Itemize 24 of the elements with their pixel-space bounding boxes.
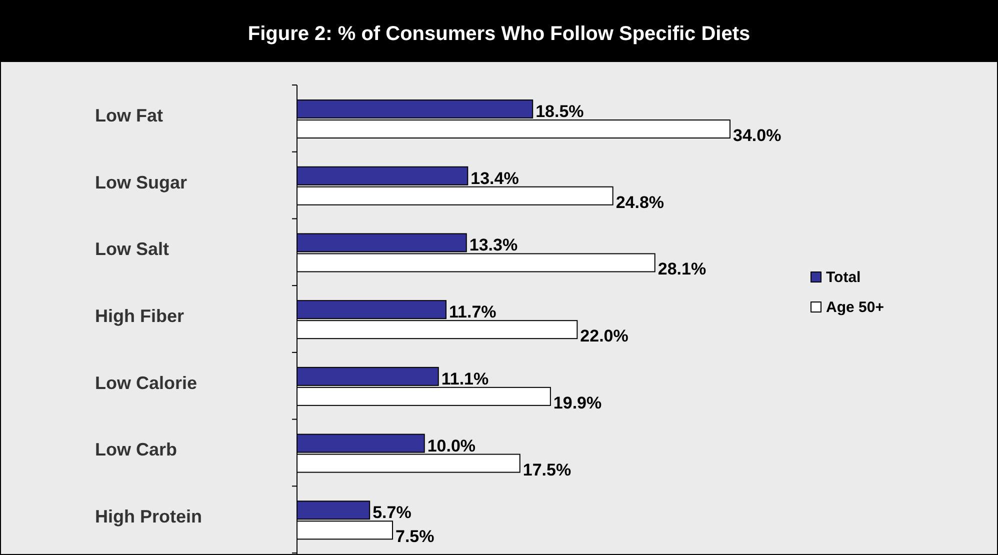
y-tick-label: Low Sugar <box>95 172 188 192</box>
y-tick-label: Low Salt <box>95 239 170 260</box>
data-label: 28.1% <box>658 260 706 279</box>
y-tick-label: Low Fat <box>95 105 163 126</box>
data-label: 19.9% <box>553 393 602 412</box>
legend-label: Age 50+ <box>826 299 884 316</box>
y-tick-label: Low Carb <box>95 440 178 460</box>
data-label: 7.5% <box>396 527 434 546</box>
y-tick-label: Low Calorie <box>95 372 198 393</box>
chart-title: Figure 2: % of Consumers Who Follow Specific Diets <box>248 23 750 45</box>
data-label: 24.8% <box>616 192 664 212</box>
data-label: 13.4% <box>470 168 519 188</box>
y-tick-label: High Protein <box>95 506 202 527</box>
data-label: 10.0% <box>427 436 476 456</box>
data-label: 11.1% <box>441 369 489 388</box>
data-label: 11.7% <box>449 302 496 322</box>
data-label: 5.7% <box>372 503 412 522</box>
data-label: 17.5% <box>522 460 572 480</box>
data-label: 18.5% <box>536 102 584 121</box>
legend-label: Total <box>826 269 861 286</box>
data-label: 22.0% <box>580 326 628 346</box>
data-label: 34.0% <box>733 126 782 145</box>
y-tick-label: High Fiber <box>95 306 184 326</box>
data-label: 13.3% <box>469 236 518 255</box>
